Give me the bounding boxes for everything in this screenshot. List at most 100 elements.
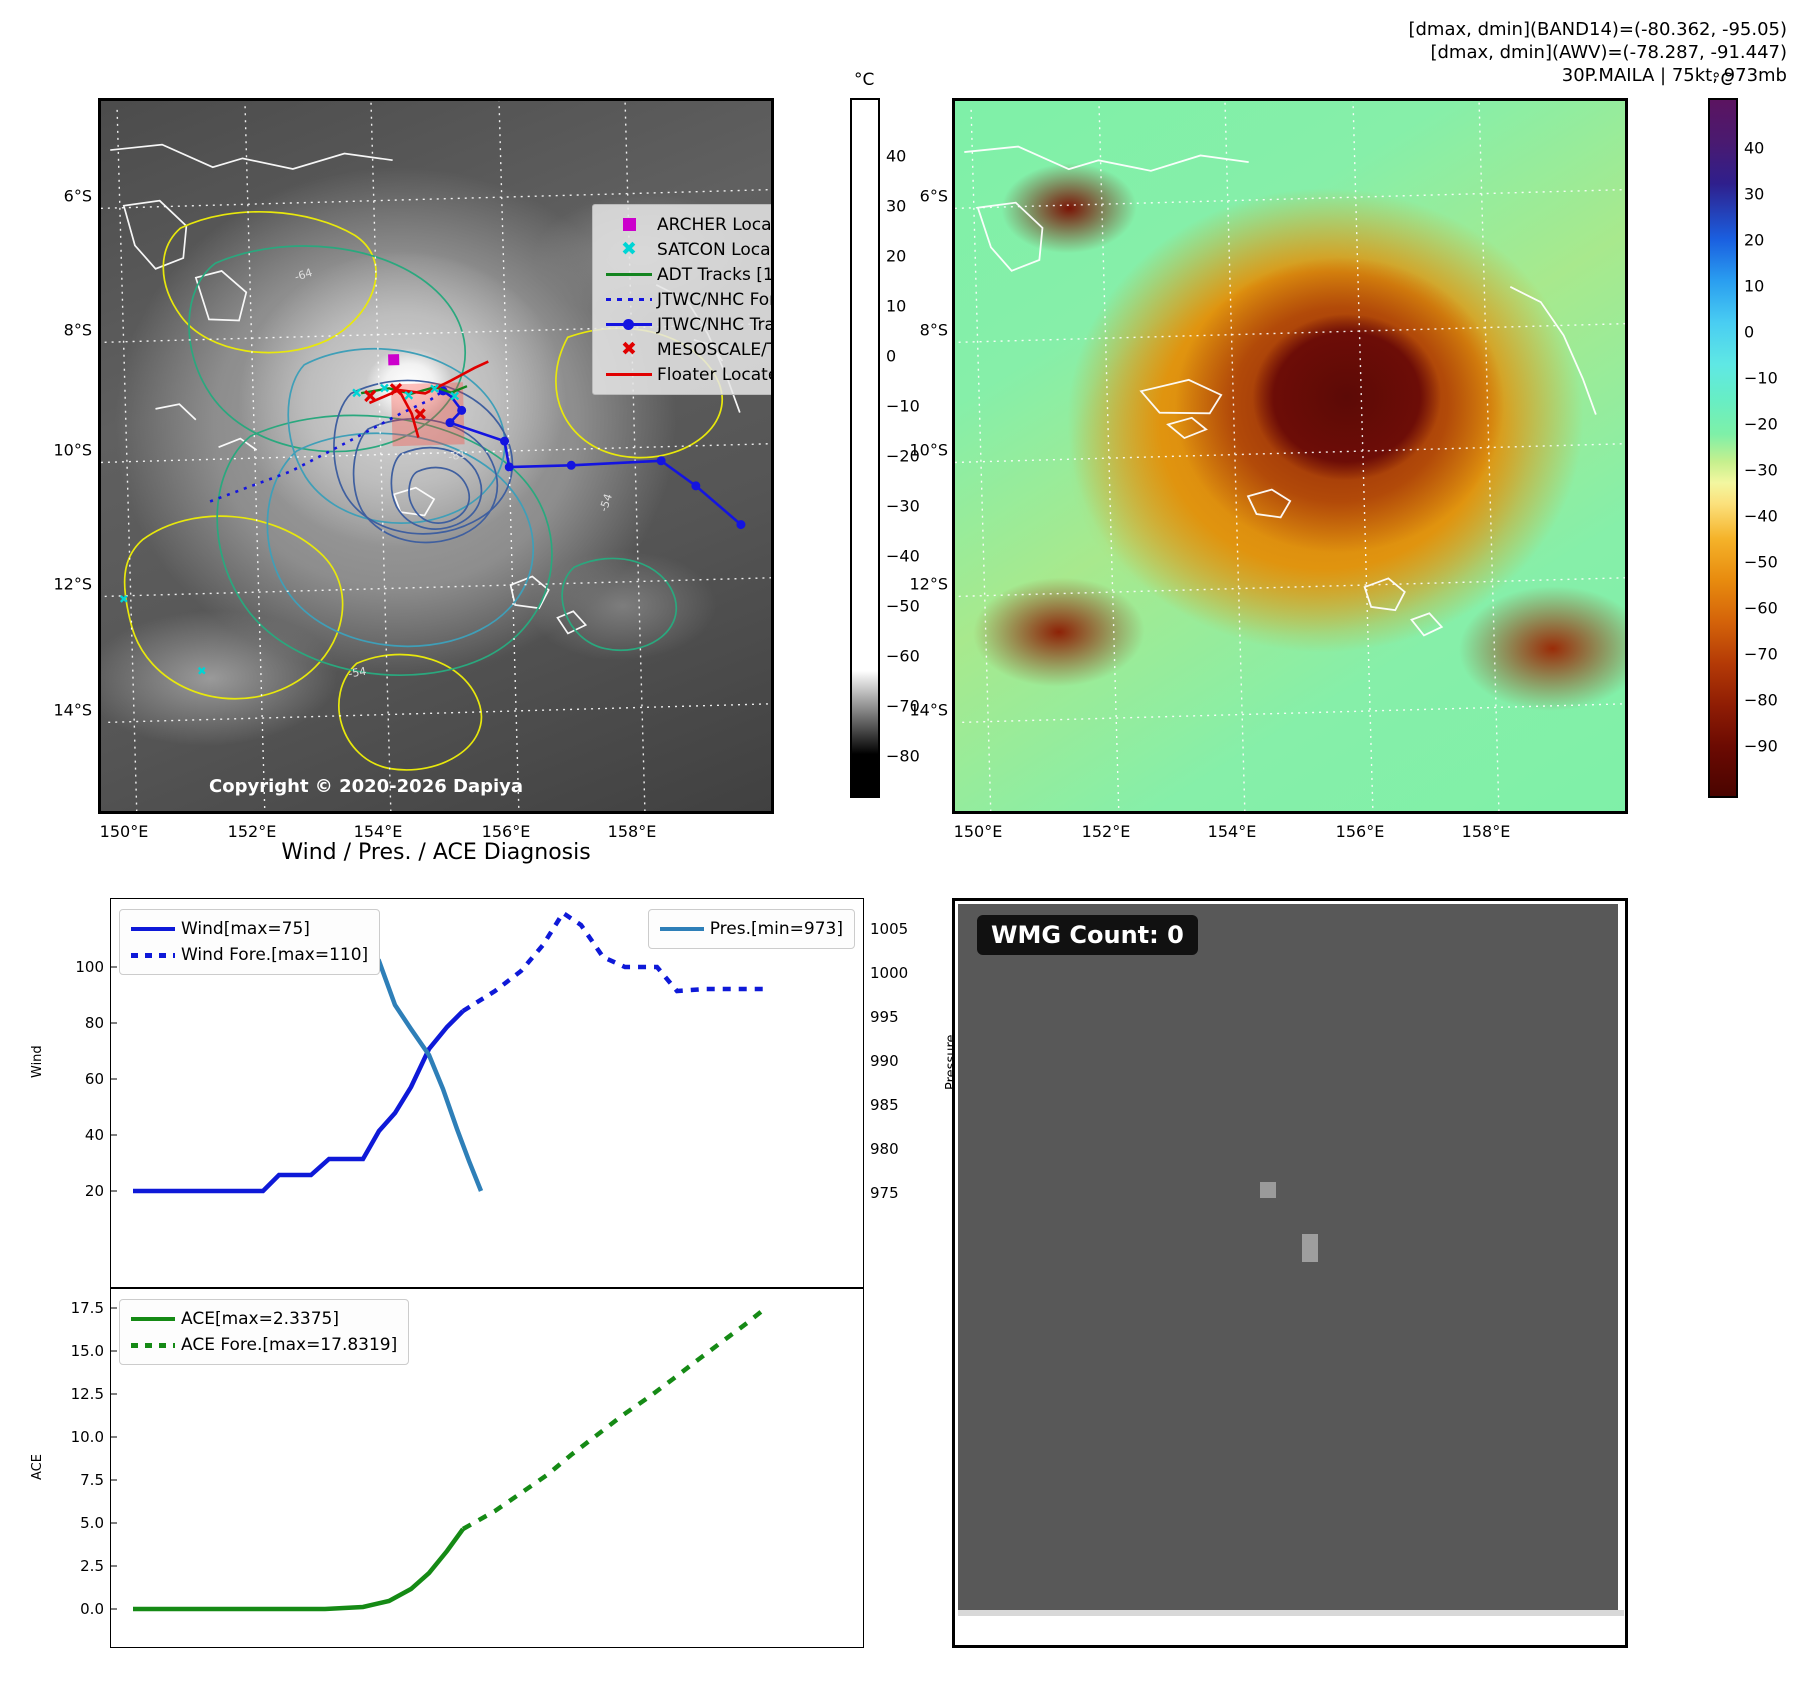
wind-ytick: 60 — [84, 1070, 104, 1088]
colorbar-tick: −60 — [1744, 598, 1778, 618]
lat-tick: 10°S — [53, 440, 92, 460]
legend-item-ace: ACE[max=2.3375] — [131, 1306, 397, 1332]
right-colorbar: °C 40 30 20 10 0 −10 −20 −30 −40 −50 −60… — [1690, 70, 1780, 818]
floater-line-icon — [601, 373, 657, 376]
colorbar-tick: 40 — [886, 146, 907, 166]
lat-tick: 14°S — [53, 700, 92, 720]
ace-plot — [111, 1305, 769, 1612]
colorbar-tick: 20 — [886, 246, 907, 266]
pressure-ytick: 985 — [870, 1096, 899, 1114]
left-map-lat-axis: 6°S 8°S 10°S 12°S 14°S — [0, 98, 92, 814]
colorbar-tick: 10 — [886, 296, 907, 316]
copyright-text: Copyright © 2020-2026 Dapiya — [209, 776, 524, 797]
wind-chart-legend: Wind[max=75] Wind Fore.[max=110] — [119, 909, 381, 975]
ir-grayscale-map[interactable]: -64 -81 -54 -54 — [98, 98, 774, 814]
wind-ytick: 80 — [84, 1014, 104, 1032]
colorbar-tick: −70 — [886, 696, 920, 716]
pressure-ytick: 975 — [870, 1184, 899, 1202]
colorbar-tick: 10 — [1744, 276, 1765, 296]
colorbar-tick: 0 — [1744, 322, 1755, 342]
wmg-blob — [1260, 1182, 1276, 1198]
colorbar-tick: 20 — [1744, 230, 1765, 250]
lat-tick: 14°S — [909, 700, 948, 720]
colorbar-gradient — [1708, 98, 1738, 798]
svg-text:-81: -81 — [447, 447, 467, 463]
ace-ytick: 15.0 — [70, 1342, 104, 1360]
lon-tick: 154°E — [1207, 822, 1257, 841]
wind-pressure-chart[interactable]: 20 40 60 80 100 975 980 985 990 995 1000… — [75, 898, 908, 1288]
colorbar-tick: 40 — [1744, 138, 1765, 158]
lon-tick: 152°E — [1081, 822, 1131, 841]
right-map-lon-axis: 150°E 152°E 154°E 156°E 158°E — [952, 822, 1628, 848]
legend-label: MESOSCALE/TARGET Location — [657, 339, 771, 360]
wind-forecast-dotted-icon — [131, 952, 181, 958]
pressure-line-icon — [659, 927, 710, 931]
wmg-blob — [1302, 1234, 1318, 1262]
ace-ytick: 2.5 — [80, 1557, 104, 1575]
colorbar-tick: −80 — [886, 746, 920, 766]
legend-item-wind: Wind[max=75] — [131, 916, 368, 942]
colorbar-unit-label: °C — [854, 70, 875, 90]
legend-label: SATCON Locations [1500Z 74 975] — [657, 239, 771, 260]
ace-ytick: 7.5 — [80, 1471, 104, 1489]
legend-item-mesoscale-target: ✖ MESOSCALE/TARGET Location — [601, 337, 771, 362]
wmg-panel[interactable]: WMG Count: 0 — [952, 898, 1628, 1648]
dmax-awv-text: [dmax, dmin](AWV)=(-78.287, -91.447) — [1430, 42, 1787, 63]
ace-chart[interactable]: 0.0 2.5 5.0 7.5 10.0 12.5 15.0 17.5 ACE[… — [71, 1288, 864, 1648]
ace-ytick: 10.0 — [70, 1428, 104, 1446]
colorbar-gradient — [850, 98, 880, 798]
legend-item-pressure: Pres.[min=973] — [659, 916, 843, 942]
jtwc-track-line-marker-icon — [601, 319, 657, 330]
diagnosis-title: Wind / Pres. / ACE Diagnosis — [281, 840, 591, 865]
colorbar-tick: 30 — [1744, 184, 1765, 204]
lon-tick: 152°E — [227, 822, 277, 841]
colorbar-tick: −20 — [1744, 414, 1778, 434]
wmg-edge — [958, 1610, 1624, 1616]
colorbar-tick: −70 — [1744, 644, 1778, 664]
legend-label: JTWC/NHC Tracks [05/1200Z] — [657, 314, 774, 335]
ace-ytick: 12.5 — [70, 1385, 104, 1403]
right-map-lat-axis: 6°S 8°S 10°S 12°S 14°S — [856, 98, 948, 814]
legend-item-floater-locater: Floater Locater — [601, 362, 771, 387]
legend-label: Wind Fore.[max=110] — [181, 945, 369, 965]
colorbar-tick: −30 — [886, 496, 920, 516]
lon-tick: 150°E — [99, 822, 149, 841]
svg-text:-54: -54 — [347, 665, 367, 681]
legend-item-satcon: ✖ SATCON Locations [1500Z 74 975] — [601, 237, 771, 262]
legend-item-jtwc-forecast: JTWC/NHC Forecast [05/1200Z] — [601, 287, 771, 312]
ace-line-icon — [131, 1317, 181, 1321]
satcon-cross-icon: ✖ — [621, 238, 637, 260]
legend-label: ADT Tracks [1500Z 63.0 986.7] — [657, 264, 774, 285]
legend-label: ACE Fore.[max=17.8319] — [181, 1335, 398, 1355]
colorbar-tick: −40 — [886, 546, 920, 566]
legend-item-archer: ARCHER Locations [1922Z] — [601, 212, 771, 237]
legend-item-adt-tracks: ADT Tracks [1500Z 63.0 986.7] — [601, 262, 774, 287]
lat-tick: 6°S — [63, 186, 92, 206]
map-overlay-vector-right — [955, 101, 1625, 811]
legend-label: Wind[max=75] — [181, 919, 310, 939]
wind-line-icon — [131, 927, 181, 931]
lat-tick: 8°S — [919, 320, 948, 340]
lon-tick: 150°E — [953, 822, 1003, 841]
legend-item-jtwc-tracks: JTWC/NHC Tracks [05/1200Z] — [601, 312, 774, 337]
mesoscale-cross-icon: ✖ — [621, 338, 637, 360]
dmax-band14-text: [dmax, dmin](BAND14)=(-80.362, -95.05) — [1408, 19, 1787, 40]
lon-tick: 156°E — [481, 822, 531, 841]
wmg-count-badge: WMG Count: 0 — [977, 915, 1198, 955]
colorbar-tick: −50 — [886, 596, 920, 616]
ir-color-map[interactable] — [952, 98, 1628, 814]
wind-ytick: 100 — [75, 958, 104, 976]
ace-chart-legend: ACE[max=2.3375] ACE Fore.[max=17.8319] — [119, 1299, 410, 1365]
legend-label: ACE[max=2.3375] — [181, 1309, 339, 1329]
lat-tick: 10°S — [909, 440, 948, 460]
lat-tick: 12°S — [53, 574, 92, 594]
colorbar-tick: −10 — [1744, 368, 1778, 388]
lon-tick: 158°E — [607, 822, 657, 841]
colorbar-tick: −60 — [886, 646, 920, 666]
wind-axis-label: Wind — [30, 1045, 45, 1078]
ace-ytick: 0.0 — [80, 1600, 104, 1618]
colorbar-tick: −90 — [1744, 736, 1778, 756]
colorbar-tick: −40 — [1744, 506, 1778, 526]
map-overlay-vector: -64 -81 -54 -54 — [101, 101, 771, 811]
pressure-ytick: 990 — [870, 1052, 899, 1070]
